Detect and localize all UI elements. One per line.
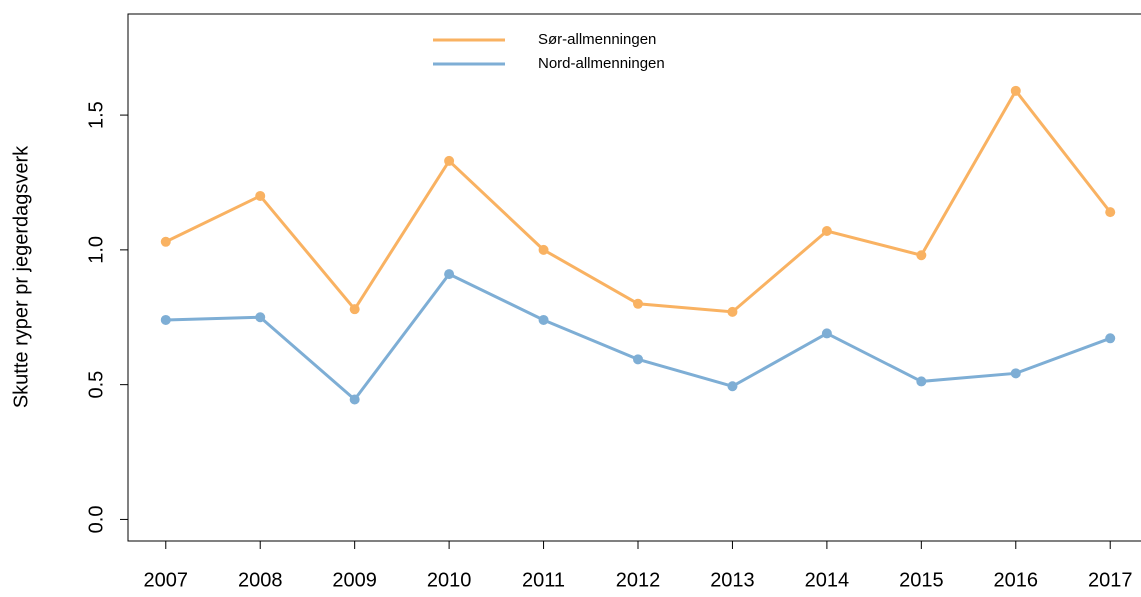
data-point (538, 314, 549, 325)
data-point (444, 155, 455, 166)
plot-frame (127, 13, 1141, 542)
x-tick-label: 2010 (427, 569, 472, 591)
data-point (255, 312, 266, 323)
legend-label: Nord-allmenningen (538, 55, 665, 72)
data-point (633, 354, 643, 365)
x-tick-label: 2015 (899, 569, 944, 591)
data-point (160, 236, 171, 247)
data-point (255, 190, 266, 201)
data-point (916, 376, 927, 387)
x-tick-label: 2012 (616, 569, 661, 591)
series-line (165, 272, 1111, 402)
legend-label: Sør-allmenningen (538, 31, 656, 48)
data-point (1105, 207, 1116, 218)
data-point (1010, 85, 1021, 96)
data-point (160, 314, 171, 325)
data-point (1010, 368, 1021, 379)
data-point (916, 250, 927, 261)
data-point (444, 269, 455, 280)
data-point (727, 381, 738, 392)
data-point (538, 244, 549, 255)
y-tick-label: 0.0 (85, 506, 107, 534)
x-tick-label: 2014 (805, 569, 850, 591)
data-point (821, 328, 832, 339)
y-axis-label: Skutte ryper pr jegerdagsverk (10, 145, 32, 408)
x-tick-label: 2017 (1088, 569, 1133, 591)
data-point (1105, 333, 1116, 344)
y-tick-label: 1.0 (85, 236, 107, 264)
data-point (633, 298, 643, 309)
x-tick-label: 2013 (710, 569, 755, 591)
x-tick-label: 2009 (332, 569, 377, 591)
x-tick-label: 2011 (522, 569, 565, 591)
series-line (165, 88, 1112, 314)
data-point (727, 306, 738, 317)
data-point (349, 304, 360, 315)
data-point (821, 226, 832, 236)
y-tick-label: 1.5 (85, 101, 107, 129)
x-tick-label: 2008 (238, 569, 283, 591)
data-point (349, 394, 360, 405)
x-tick-label: 2016 (994, 569, 1039, 591)
x-tick-label: 2007 (144, 569, 189, 591)
y-tick-label: 0.5 (85, 371, 107, 399)
